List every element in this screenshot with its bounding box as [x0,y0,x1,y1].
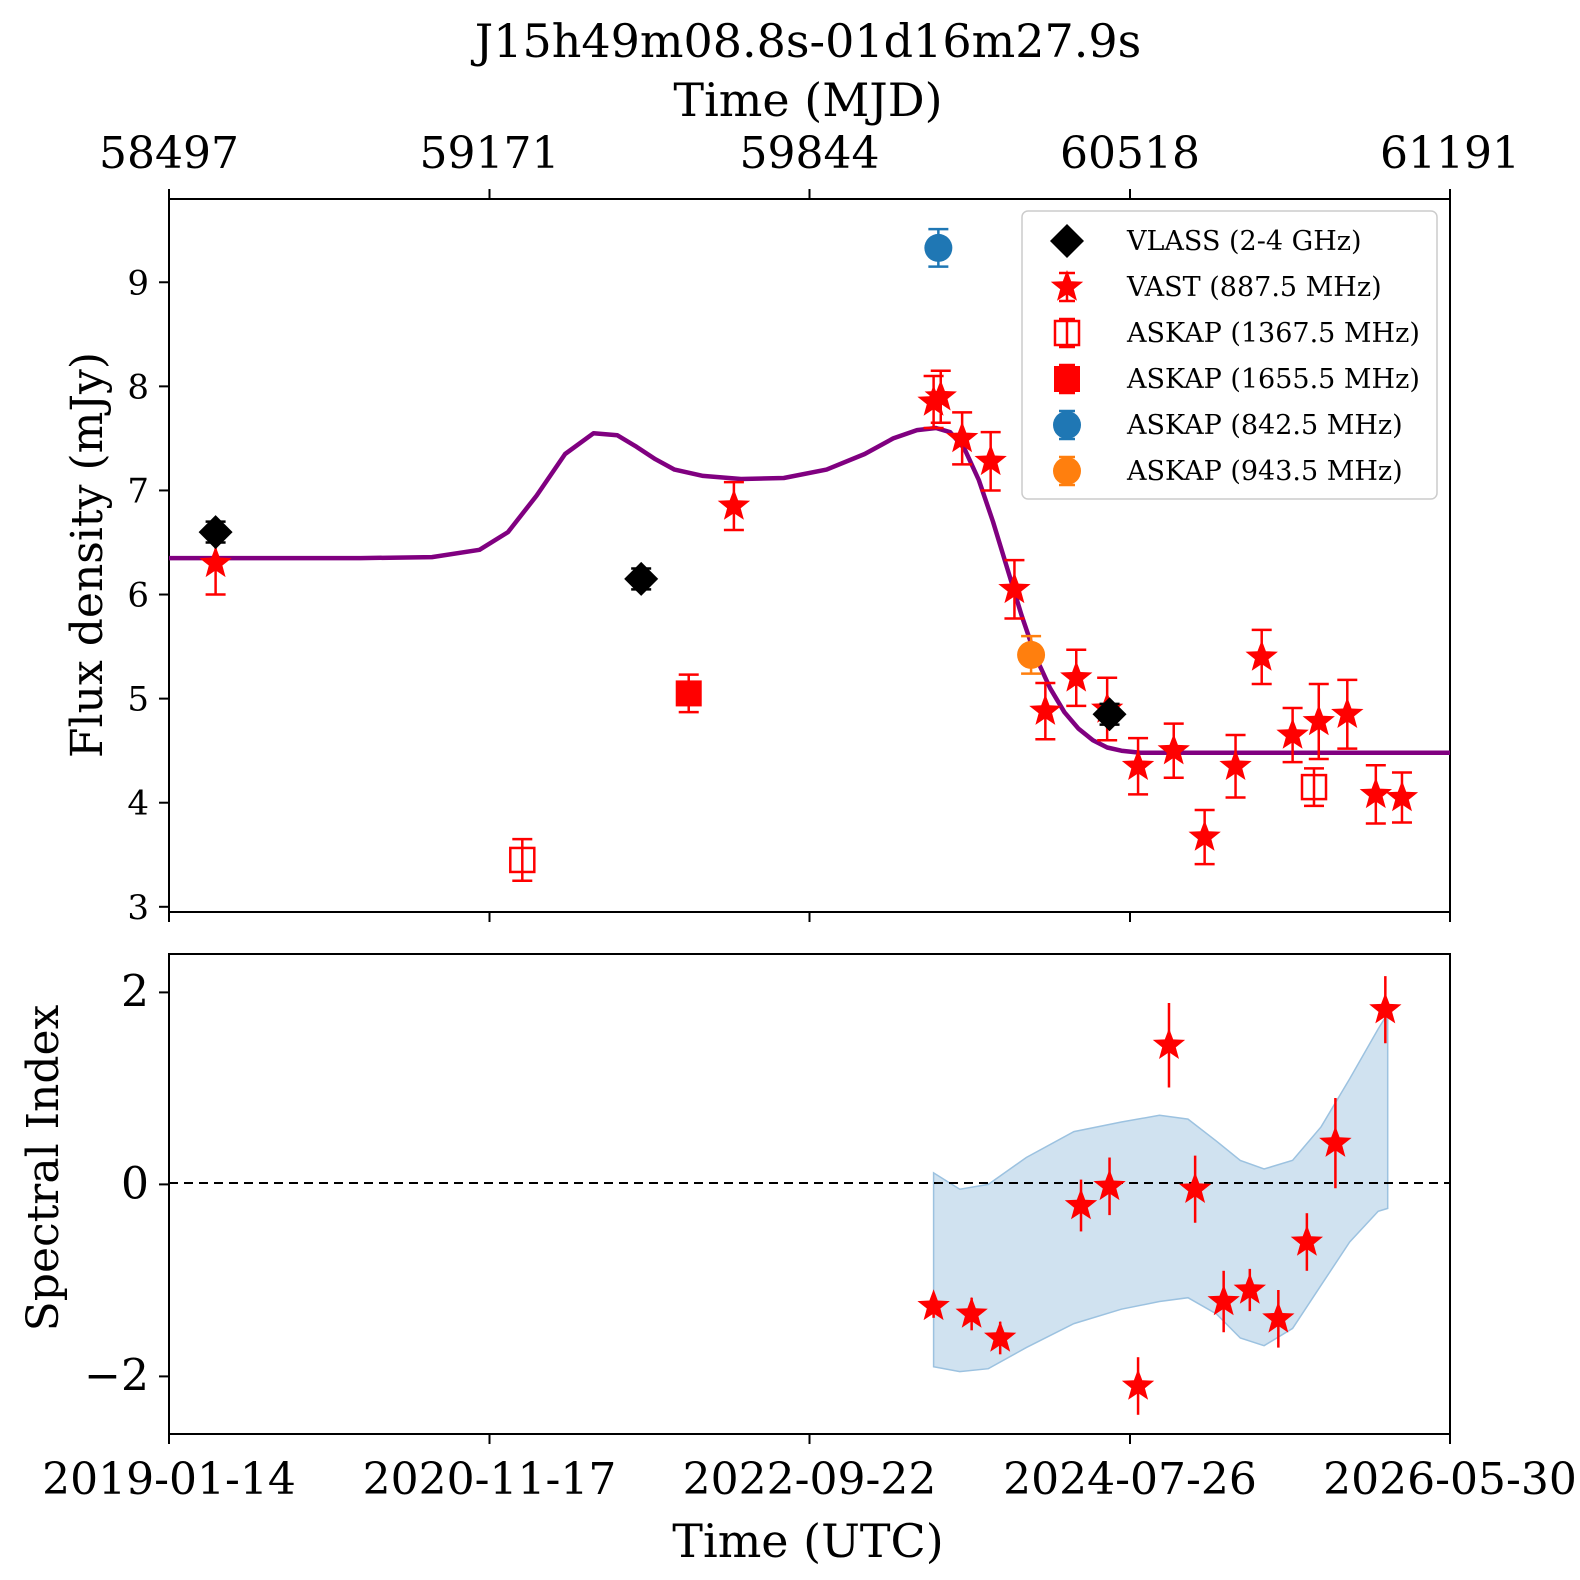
legend-label: VLASS (2-4 GHz) [1126,226,1362,257]
spectral-point [1152,1028,1186,1059]
flux-point [1302,704,1335,736]
flux-point [998,572,1031,604]
legend-marker [1053,319,1081,347]
flux-point [1331,697,1364,728]
flux-point [1017,640,1046,669]
flux-data [169,227,1450,883]
spectral-point [1290,1225,1323,1256]
flux-point [1060,660,1093,692]
legend-label: VAST (887.5 MHz) [1126,272,1382,303]
bottom-axis-label: Time (UTC) [672,1514,943,1568]
flux-point [1219,749,1252,780]
bottom-tick-label: 2024-07-26 [1003,1454,1257,1505]
flux-ytick-label: 3 [127,888,149,928]
bottom-tick-label: 2020-11-17 [363,1454,617,1505]
legend-marker [1053,411,1081,439]
top-tick-label: 60518 [1060,128,1200,179]
flux-point [624,561,659,596]
spectral-point [1262,1301,1295,1333]
flux-point [1029,694,1062,725]
spectral-point [984,1321,1017,1352]
flux-ytick-label: 5 [127,680,149,720]
spectral-index-data [917,976,1402,1415]
legend-label: ASKAP (1655.5 MHz) [1126,364,1420,395]
spectral-ytick-label: 0 [121,1158,149,1209]
spectral-point [1233,1273,1266,1304]
legend: VLASS (2-4 GHz) VAST (887.5 MHz) ASKAP (13… [1021,210,1438,500]
model-curve [169,425,1450,755]
flux-point [974,444,1007,476]
spectral-index-band [932,1010,1389,1373]
spectral-point [955,1297,988,1328]
top-tick-label: 58497 [99,128,239,179]
chart-title: J15h49m08.8s-01d16m27.9s [471,14,1141,68]
flux-point [1188,820,1221,851]
bottom-tick-label: 2022-09-22 [683,1454,937,1505]
spectral-ylabel: Spectral Index [18,1004,69,1331]
flux-point [1276,718,1309,749]
spectral-point [1093,1169,1126,1201]
flux-axes: 58497 59171 59844 60518 61191 3 4 5 6 7 8 9 [99,128,1520,928]
bottom-tick-label: 2026-05-30 [1323,1454,1577,1505]
flux-point [1385,780,1419,812]
flux-ytick-label: 8 [127,367,149,407]
flux-point [199,546,232,578]
flux-ytick-label: 6 [127,576,149,616]
flux-point [1157,733,1190,765]
flux-ytick-label: 9 [127,263,149,303]
flux-point [717,489,751,520]
spectral-point [1064,1188,1098,1220]
spectral-point [1179,1172,1212,1203]
flux-point [1359,777,1392,809]
spectral-point [1207,1284,1240,1316]
uncertainty-band [932,1010,1389,1373]
bottom-tick-label: 2019-01-14 [42,1454,296,1505]
flux-point [675,680,702,707]
flux-point [1092,697,1127,732]
flux-point [1245,640,1278,671]
spectral-ytick-label: −2 [84,1350,149,1401]
top-tick-label: 59844 [740,128,880,179]
legend-label: ASKAP (1367.5 MHz) [1126,318,1420,349]
spectral-axes: 2019-01-14 2020-11-17 2022-09-22 2024-07-26… [42,966,1577,1505]
flux-panel: 58497 59171 59844 60518 61191 3 4 5 6 7 8 9 Flux de… [62,128,1520,928]
flux-ylabel: Flux density (mJy) [62,352,113,758]
top-axis-label: Time (MJD) [673,73,942,127]
legend-label: ASKAP (842.5 MHz) [1126,410,1403,441]
spectral-point [917,1289,950,1321]
flux-point [924,233,953,262]
flux-ytick-label: 7 [127,471,149,511]
spectral-ytick-label: 2 [121,966,149,1017]
flux-point [1121,749,1155,780]
flux-point [1300,773,1328,801]
legend-marker [1050,270,1084,301]
spectral-point [1369,992,1402,1024]
legend-box [1021,210,1438,500]
flux-point [509,846,536,874]
spectral-index-panel: 2019-01-14 2020-11-17 2022-09-22 2024-07-26… [18,953,1577,1568]
legend-marker [1053,457,1081,485]
spectral-point [1319,1126,1352,1157]
legend-marker [1054,366,1080,392]
flux-ytick-label: 4 [127,784,149,824]
flux-point [198,515,233,550]
top-tick-label: 61191 [1380,128,1520,179]
spectral-point [1121,1369,1155,1400]
flux-point [924,379,957,411]
legend-marker [1050,224,1084,258]
flux-point [946,421,979,453]
legend-label: ASKAP (943.5 MHz) [1126,456,1403,487]
top-tick-label: 59171 [419,128,559,179]
